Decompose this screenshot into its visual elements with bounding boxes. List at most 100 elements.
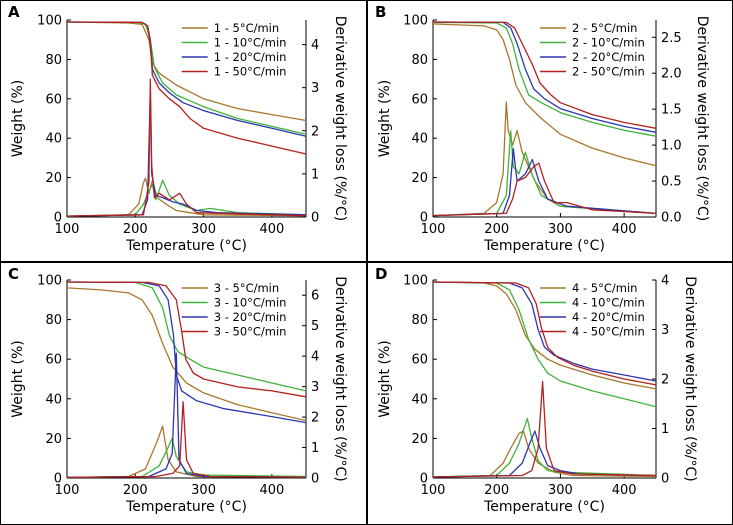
weight-curve-10 xyxy=(66,21,307,135)
weight-curve-50 xyxy=(66,281,307,398)
x-tick-label: 100 xyxy=(55,222,80,237)
y-tick-label: 60 xyxy=(45,353,62,368)
weight-curve-20 xyxy=(432,281,657,382)
panel-letter: A xyxy=(8,3,20,21)
panel-letter: D xyxy=(375,265,387,283)
y-axis-label: Weight (%) xyxy=(10,80,26,157)
x-tick-label: 400 xyxy=(259,483,284,498)
y2-tick-label: 0 xyxy=(661,472,669,487)
weight-curve-50 xyxy=(432,281,657,386)
y2-tick-label: 3 xyxy=(661,323,669,338)
y-tick-label: 0 xyxy=(420,472,428,487)
derivative-curve-20 xyxy=(66,352,307,479)
y2-tick-label: 2.5 xyxy=(661,31,682,46)
x-tick-label: 400 xyxy=(612,222,637,237)
derivative-curve-5 xyxy=(66,177,307,217)
legend-entry: 2 - 5°C/min xyxy=(572,21,637,35)
y-tick-label: 100 xyxy=(403,14,428,29)
legend-entry: 1 - 50°C/min xyxy=(214,65,287,79)
derivative-curve-50 xyxy=(66,78,307,217)
y2-tick-label: 0 xyxy=(311,472,319,487)
legend-entry: 1 - 20°C/min xyxy=(214,50,287,64)
y2-axis-label: Derivative weight loss (%/°C) xyxy=(332,16,348,222)
y-tick-label: 40 xyxy=(411,132,428,147)
y-tick-label: 100 xyxy=(403,274,428,289)
legend-entry: 2 - 20°C/min xyxy=(572,50,645,64)
y2-tick-label: 2.0 xyxy=(661,67,682,82)
y-axis-label: Weight (%) xyxy=(377,340,393,417)
x-tick-label: 100 xyxy=(55,483,80,498)
y-tick-label: 60 xyxy=(411,353,428,368)
y2-axis-label: Derivative weight loss (%/°C) xyxy=(332,276,348,482)
legend-entry: 3 - 50°C/min xyxy=(214,325,287,339)
x-tick-label: 300 xyxy=(191,222,216,237)
y-tick-label: 80 xyxy=(411,313,428,328)
y-tick-label: 80 xyxy=(45,53,62,68)
derivative-curve-10 xyxy=(432,130,657,217)
y-tick-label: 40 xyxy=(45,392,62,407)
legend-entry: 2 - 50°C/min xyxy=(572,65,645,79)
y-tick-label: 60 xyxy=(45,92,62,107)
y2-tick-label: 4 xyxy=(311,350,319,365)
derivative-curve-10 xyxy=(432,417,657,478)
derivative-curve-20 xyxy=(66,91,307,217)
x-axis-label: Temperature (°C) xyxy=(125,238,247,254)
weight-curve-50 xyxy=(66,21,307,155)
y-tick-label: 80 xyxy=(411,53,428,68)
legend-entry: 4 - 50°C/min xyxy=(572,325,645,339)
y-tick-label: 20 xyxy=(45,432,62,447)
x-tick-label: 300 xyxy=(548,483,573,498)
y2-tick-label: 1.0 xyxy=(661,139,682,154)
derivative-curve-5 xyxy=(432,430,657,478)
weight-curve-50 xyxy=(432,21,657,129)
y2-tick-label: 4 xyxy=(661,274,669,289)
legend-entry: 3 - 10°C/min xyxy=(214,296,287,310)
y-tick-label: 40 xyxy=(411,392,428,407)
x-axis-label: Temperature (°C) xyxy=(483,499,605,515)
legend-entry: 4 - 20°C/min xyxy=(572,310,645,324)
x-axis-label: Temperature (°C) xyxy=(125,499,247,515)
derivative-curve-50 xyxy=(432,162,657,217)
y2-tick-label: 3 xyxy=(311,81,319,96)
x-tick-label: 100 xyxy=(421,483,446,498)
derivative-curve-50 xyxy=(432,380,657,478)
y-tick-label: 100 xyxy=(37,274,62,289)
y-tick-label: 80 xyxy=(45,313,62,328)
panel-letter: C xyxy=(8,265,19,283)
panel-b: B 100 200 300 400 0 20 40 60 80 100 0.0 0.5 1.0 1.5 2.0… xyxy=(367,0,733,262)
weight-curve-20 xyxy=(432,21,657,133)
y-tick-label: 20 xyxy=(411,432,428,447)
y2-tick-label: 2 xyxy=(311,411,319,426)
y2-tick-label: 1 xyxy=(311,167,319,182)
y-tick-label: 40 xyxy=(45,132,62,147)
derivative-curve-5 xyxy=(66,425,307,479)
x-tick-label: 300 xyxy=(548,222,573,237)
y2-tick-label: 4 xyxy=(311,38,319,53)
legend-entry: 3 - 5°C/min xyxy=(214,281,279,295)
y-tick-label: 20 xyxy=(411,171,428,186)
weight-curve-10 xyxy=(432,21,657,137)
legend-entry: 4 - 10°C/min xyxy=(572,296,645,310)
x-tick-label: 200 xyxy=(484,222,509,237)
y-tick-label: 60 xyxy=(411,92,428,107)
y-axis-label: Weight (%) xyxy=(10,340,26,417)
x-tick-label: 300 xyxy=(191,483,216,498)
x-tick-label: 400 xyxy=(259,222,284,237)
weight-curve-5 xyxy=(432,23,657,167)
legend-entry: 4 - 5°C/min xyxy=(572,281,637,295)
y2-tick-label: 1.5 xyxy=(661,103,682,118)
x-tick-label: 200 xyxy=(484,483,509,498)
y2-tick-label: 0 xyxy=(311,211,319,226)
y-tick-label: 0 xyxy=(420,211,428,226)
y-axis-label: Weight (%) xyxy=(377,80,393,157)
y2-tick-label: 5 xyxy=(311,319,319,334)
derivative-curve-5 xyxy=(432,101,657,217)
weight-curve-5 xyxy=(66,21,307,122)
weight-curve-10 xyxy=(66,281,307,392)
derivative-curve-20 xyxy=(432,430,657,478)
